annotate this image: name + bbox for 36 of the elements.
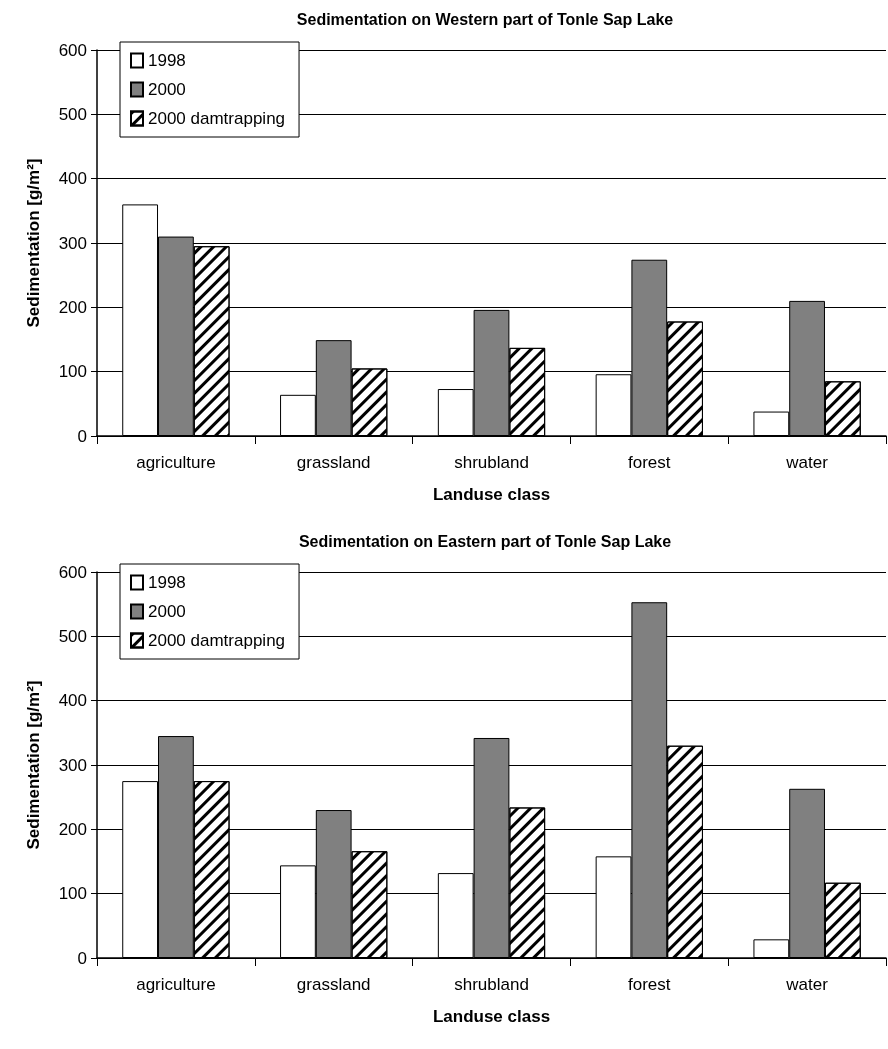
y-axis-title: Sedimentation [g/m²] [24,680,43,850]
y-tick-label: 100 [58,884,87,904]
chart-title: Sedimentation on Eastern part of Tonle Sap Lake [298,532,672,550]
x-axis-title: Landuse class [432,1007,551,1026]
y-tick-label: 0 [77,948,87,968]
y-tick-label: 500 [58,104,87,124]
y-tick-label: 200 [58,297,87,317]
y-tick-label: 0 [77,426,87,446]
legend-label: 1998 [148,573,186,592]
y-tick-label: 500 [58,626,87,646]
legend-label: 2000 damtrapping [148,631,286,650]
legend-label: 2000 [148,80,186,99]
y-tick-label: 600 [58,562,87,582]
y-tick-label: 300 [58,755,87,775]
x-tick-label: agriculture [136,975,216,994]
y-axis-title: Sedimentation [g/m²] [24,158,43,328]
x-tick-label: water [785,453,829,472]
x-tick-label: grassland [296,975,371,994]
y-tick-label: 600 [58,40,87,60]
y-tick-label: 300 [58,233,87,253]
x-tick-label: shrubland [454,453,529,472]
legend-label: 1998 [148,51,186,70]
x-tick-label: shrubland [454,975,529,994]
chart-title: Sedimentation on Western part of Tonle Sap Lake [296,10,674,28]
x-tick-label: water [785,975,829,994]
y-tick-label: 100 [58,362,87,382]
y-tick-label: 400 [58,169,87,189]
x-tick-label: agriculture [136,453,216,472]
x-tick-label: forest [628,975,671,994]
x-axis-title: Landuse class [432,485,551,504]
legend-label: 2000 [148,602,186,621]
x-tick-label: grassland [296,453,371,472]
y-tick-label: 400 [58,691,87,711]
legend-label: 2000 damtrapping [148,109,286,128]
y-tick-label: 200 [58,819,87,839]
x-tick-label: forest [628,453,671,472]
